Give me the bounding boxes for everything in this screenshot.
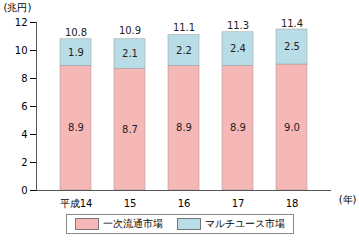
svg-text:8.9: 8.9 <box>68 122 84 133</box>
svg-text:11.3: 11.3 <box>227 20 249 31</box>
svg-text:8.9: 8.9 <box>176 122 192 133</box>
svg-text:6: 6 <box>21 101 27 112</box>
svg-text:(兆円): (兆円) <box>4 2 32 13</box>
svg-text:9.0: 9.0 <box>284 122 300 133</box>
svg-text:0: 0 <box>21 185 27 196</box>
svg-text:11.1: 11.1 <box>173 22 195 33</box>
svg-text:10.9: 10.9 <box>119 25 141 36</box>
svg-text:2.1: 2.1 <box>122 48 138 59</box>
svg-text:8.7: 8.7 <box>122 124 138 135</box>
svg-text:10.8: 10.8 <box>65 27 87 38</box>
svg-text:8.9: 8.9 <box>230 122 246 133</box>
svg-text:平成14: 平成14 <box>60 198 93 209</box>
svg-text:2: 2 <box>21 157 27 168</box>
svg-text:16: 16 <box>178 198 191 209</box>
svg-text:10: 10 <box>15 45 28 56</box>
svg-text:2.2: 2.2 <box>176 45 192 56</box>
svg-text:18: 18 <box>286 198 299 209</box>
html-text:一次流通市場: 一次流通市場 <box>102 218 163 229</box>
svg-text:2.5: 2.5 <box>284 41 300 52</box>
svg-text:17: 17 <box>232 198 245 209</box>
svg-text:2.4: 2.4 <box>230 43 246 54</box>
svg-text:12: 12 <box>15 17 28 28</box>
svg-text:8: 8 <box>21 73 27 84</box>
svg-text:11.4: 11.4 <box>281 18 303 29</box>
svg-text:1.9: 1.9 <box>68 47 84 58</box>
svg-text:15: 15 <box>124 198 137 209</box>
html-text:マルチユース市場: マルチユース市場 <box>204 218 285 229</box>
svg-text:4: 4 <box>21 129 27 140</box>
svg-text:(年): (年) <box>339 194 357 205</box>
